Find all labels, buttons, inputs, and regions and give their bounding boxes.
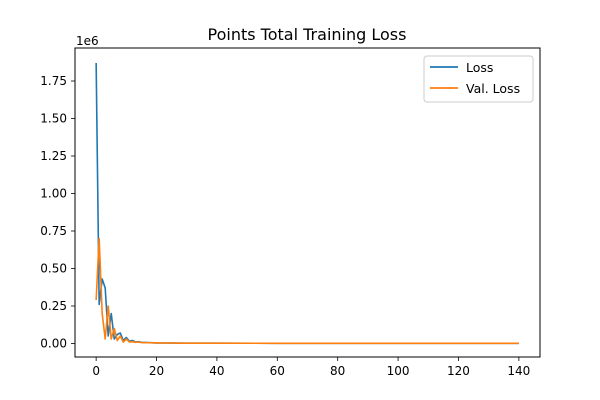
x-tick-label: 80: [330, 364, 345, 378]
series-layer: [95, 62, 519, 345]
x-tick-label: 40: [209, 364, 224, 378]
chart-title: Points Total Training Loss: [208, 25, 407, 44]
x-tick-label: 140: [507, 364, 530, 378]
loss-series-line: [95, 62, 519, 345]
x-axis-ticks: 0 20 40 60 80 100 120 140: [92, 357, 530, 378]
x-tick-label: 0: [92, 364, 100, 378]
legend-label-loss: Loss: [466, 60, 493, 75]
y-tick-label: 0.50: [40, 262, 67, 276]
legend: Loss Val. Loss: [423, 55, 534, 103]
y-tick-label: 0.00: [40, 337, 67, 351]
legend-label-val-loss: Val. Loss: [466, 81, 520, 96]
plot-frame: [74, 47, 541, 358]
x-tick-label: 60: [270, 364, 285, 378]
x-tick-label: 120: [447, 364, 470, 378]
y-tick-label: 0.25: [40, 299, 67, 313]
y-tick-label: 1.75: [40, 74, 67, 88]
val-loss-series-line: [95, 237, 519, 345]
y-tick-label: 0.75: [40, 224, 67, 238]
y-tick-label: 1.50: [40, 112, 67, 126]
y-offset-label: 1e6: [76, 34, 99, 48]
y-tick-label: 1.25: [40, 149, 67, 163]
y-tick-label: 1.00: [40, 187, 67, 201]
x-tick-label: 20: [149, 364, 164, 378]
x-tick-label: 100: [387, 364, 410, 378]
y-axis-ticks: 0.00 0.25 0.50 0.75 1.00 1.25 1.50 1.75: [40, 74, 75, 351]
